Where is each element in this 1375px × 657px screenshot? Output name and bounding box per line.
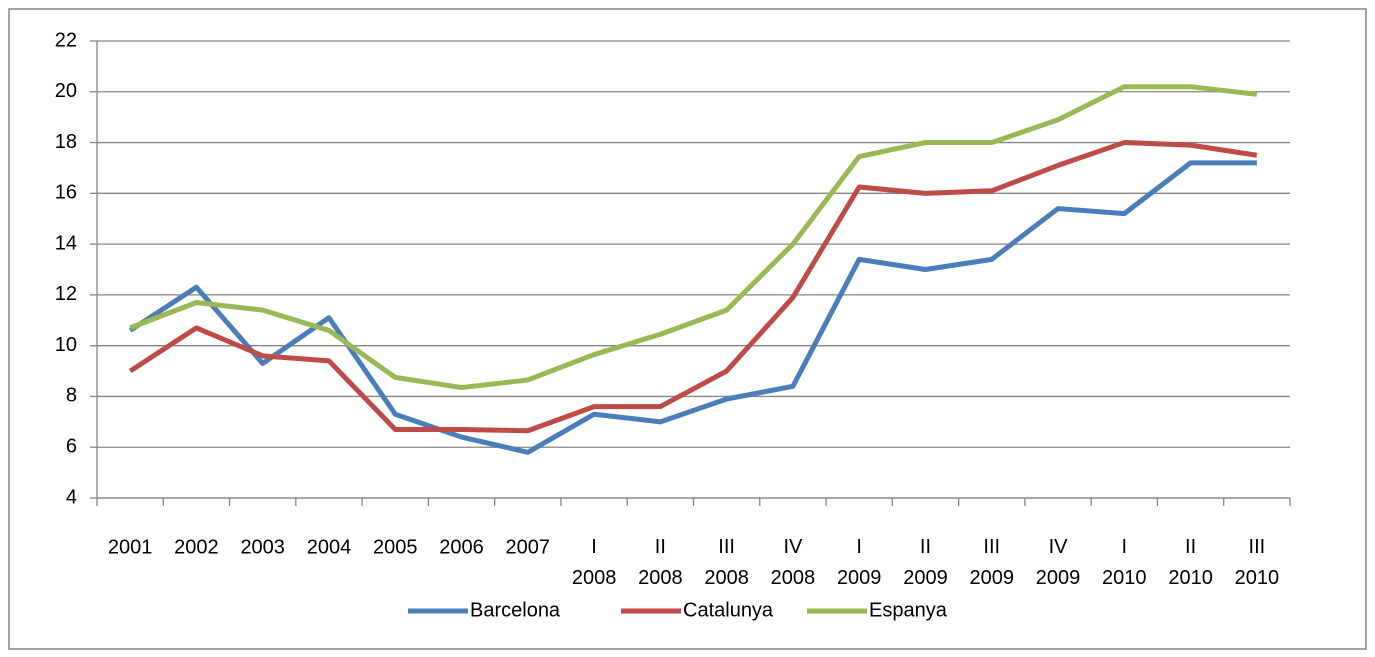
x-tick-label: III 2010 xyxy=(1235,536,1280,589)
x-tick-label: 2002 xyxy=(174,536,219,558)
legend-label: Barcelona xyxy=(470,599,561,621)
y-tick-label: 16 xyxy=(55,182,77,204)
y-tick-label: 10 xyxy=(55,334,77,356)
x-tick-label: 2001 xyxy=(108,536,153,558)
y-tick-label: 18 xyxy=(55,131,77,153)
x-tick-label: 2004 xyxy=(307,536,352,558)
x-tick-label: 2007 xyxy=(506,536,551,558)
y-tick-label: 14 xyxy=(55,232,77,254)
x-tick-label: I 2010 xyxy=(1102,536,1147,589)
x-tick-label: I 2009 xyxy=(837,536,882,589)
x-tick-label: II 2009 xyxy=(903,536,948,589)
x-tick-label: III 2008 xyxy=(704,536,749,589)
y-tick-label: 22 xyxy=(55,29,77,51)
legend-label: Catalunya xyxy=(683,599,774,621)
x-tick-label: II 2008 xyxy=(638,536,683,589)
series-line xyxy=(128,140,1258,434)
x-tick-label: II 2010 xyxy=(1168,536,1213,589)
x-tick-label: I 2008 xyxy=(572,536,617,589)
legend-label: Espanya xyxy=(869,599,948,621)
x-tick-label: 2006 xyxy=(439,536,484,558)
y-tick-label: 4 xyxy=(66,486,77,508)
x-tick-label: 2005 xyxy=(373,536,418,558)
y-tick-label: 6 xyxy=(66,436,77,458)
x-tick-label: IV 2008 xyxy=(771,536,816,589)
series-line xyxy=(129,84,1258,391)
y-tick-label: 8 xyxy=(66,385,77,407)
y-tick-label: 20 xyxy=(55,80,77,102)
y-tick-label: 12 xyxy=(55,283,77,305)
x-tick-label: 2003 xyxy=(240,536,285,558)
x-tick-label: III 2009 xyxy=(970,536,1015,589)
x-tick-label: IV 2009 xyxy=(1036,536,1081,589)
